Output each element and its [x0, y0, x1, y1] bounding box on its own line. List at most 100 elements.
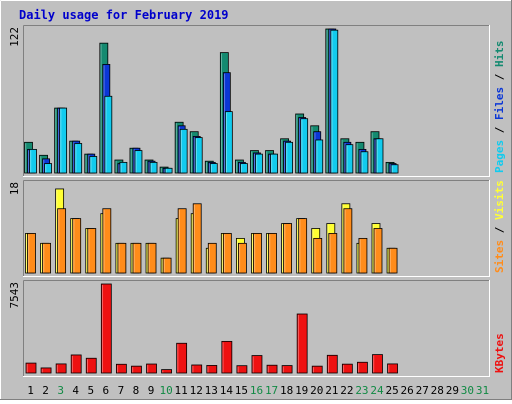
bar-pages-day-11 — [179, 128, 188, 174]
bar-kbytes-day-14 — [221, 340, 233, 374]
bar-pages-day-14 — [224, 111, 233, 174]
bar-kbytes-day-22 — [341, 363, 353, 374]
bar-pages-day-25 — [390, 164, 399, 174]
bar-sites-day-24 — [373, 228, 383, 274]
bar-sites-day-16 — [253, 233, 262, 274]
bar-sites-day-10 — [162, 257, 172, 274]
bar-sites-day-3 — [57, 208, 67, 274]
bar-sites-day-22 — [343, 208, 353, 274]
x-tick-day-6: 6 — [103, 384, 110, 397]
bar-sites-day-7 — [117, 242, 127, 274]
bar-kbytes-day-18 — [281, 365, 293, 374]
y-axis-label: Sites / Visits — [493, 180, 506, 273]
bar-pages-day-9 — [149, 161, 158, 174]
series-kbytes — [25, 283, 398, 374]
bar-pages-day-22 — [345, 144, 354, 174]
bar-sites-day-20 — [313, 237, 323, 274]
bar-pages-day-19 — [300, 118, 309, 174]
bar-kbytes-day-24 — [372, 354, 383, 374]
bar-kbytes-day-7 — [115, 363, 127, 374]
bar-pages-day-20 — [315, 139, 324, 174]
x-tick-day-11: 11 — [175, 384, 188, 397]
bar-kbytes-day-1 — [25, 362, 37, 374]
panel-visits-sites: 18 Sites / Visits — [8, 180, 506, 277]
legend-entry-hits: Hits — [493, 41, 506, 68]
x-tick-day-21: 21 — [325, 384, 338, 397]
bar-sites-day-11 — [177, 208, 187, 274]
x-tick-day-22: 22 — [340, 384, 353, 397]
x-tick-day-10: 10 — [159, 384, 172, 397]
bar-kbytes-day-8 — [131, 365, 142, 374]
legend-entry-pages: Pages — [493, 140, 506, 173]
bar-pages-day-6 — [104, 95, 113, 174]
bar-sites-day-23 — [358, 237, 368, 274]
bar-sites-day-17 — [268, 233, 277, 274]
x-tick-day-4: 4 — [72, 384, 79, 397]
bar-kbytes-day-5 — [85, 357, 97, 374]
x-tick-day-2: 2 — [42, 384, 49, 397]
bar-pages-day-7 — [119, 161, 128, 174]
bar-pages-day-18 — [285, 141, 293, 174]
x-tick-day-19: 19 — [295, 384, 308, 397]
chart-title: Daily usage for February 2019 — [19, 8, 229, 22]
x-tick-day-30: 30 — [461, 384, 474, 397]
bar-pages-day-16 — [255, 153, 263, 174]
y-axis-label: KBytes — [493, 333, 506, 373]
x-tick-day-14: 14 — [220, 384, 234, 397]
bar-kbytes-day-23 — [357, 361, 368, 374]
x-tick-day-18: 18 — [280, 384, 293, 397]
x-tick-day-26: 26 — [401, 384, 414, 397]
y-max-label: 122 — [8, 27, 21, 47]
x-tick-day-15: 15 — [235, 384, 248, 397]
bar-pages-day-13 — [209, 163, 218, 174]
bar-sites-day-12 — [192, 203, 202, 274]
bar-kbytes-day-19 — [296, 313, 308, 374]
bar-pages-day-4 — [74, 143, 83, 174]
bar-sites-day-8 — [132, 242, 142, 274]
bar-sites-day-2 — [42, 242, 51, 274]
x-axis: 1 2 3 4 5 6 7 8 9 10 11 12 13 14 15 16 17 18 19 20 21 22 23 24 2… — [27, 384, 489, 397]
x-tick-day-20: 20 — [310, 384, 323, 397]
legend-entry-visits: Visits — [493, 180, 506, 220]
x-tick-day-12: 12 — [190, 384, 203, 397]
bar-pages-day-5 — [89, 156, 98, 174]
legend-separator: / — [493, 220, 506, 240]
bar-pages-day-3 — [59, 107, 68, 174]
legend-entry-files: Files — [493, 87, 506, 120]
bar-kbytes-day-17 — [266, 364, 278, 374]
x-tick-day-27: 27 — [416, 384, 429, 397]
bar-kbytes-day-13 — [206, 365, 218, 374]
bar-kbytes-day-3 — [55, 363, 67, 374]
bar-kbytes-day-6 — [100, 283, 112, 374]
bar-pages-day-23 — [360, 151, 369, 174]
bar-kbytes-day-16 — [251, 355, 263, 374]
bar-kbytes-day-25 — [387, 363, 398, 374]
bar-kbytes-day-20 — [311, 365, 323, 374]
x-tick-day-5: 5 — [87, 384, 94, 397]
legend-entry-sites: Sites — [493, 240, 506, 273]
x-tick-day-31: 31 — [476, 384, 489, 397]
x-tick-day-24: 24 — [370, 384, 384, 397]
bar-kbytes-day-4 — [70, 354, 82, 374]
bar-pages-day-10 — [164, 167, 173, 174]
bar-kbytes-day-21 — [326, 354, 338, 374]
bar-sites-day-13 — [207, 242, 217, 274]
series-sites — [27, 203, 398, 274]
x-tick-day-28: 28 — [431, 384, 444, 397]
bar-sites-day-6 — [102, 208, 112, 274]
x-tick-day-29: 29 — [446, 384, 459, 397]
bar-pages-day-2 — [44, 163, 52, 174]
x-tick-day-8: 8 — [133, 384, 140, 397]
panel-kbytes: 7543 KBytes — [8, 280, 506, 377]
legend-separator: / — [493, 67, 506, 87]
bar-pages-day-12 — [194, 137, 203, 174]
bar-sites-day-18 — [283, 223, 292, 274]
bar-pages-day-8 — [134, 150, 143, 174]
bar-kbytes-day-10 — [161, 369, 172, 374]
bar-kbytes-day-11 — [176, 342, 188, 374]
x-tick-day-9: 9 — [148, 384, 155, 397]
bar-sites-day-9 — [147, 242, 157, 274]
legend-entry-kbytes: KBytes — [493, 333, 506, 373]
bar-sites-day-4 — [72, 218, 82, 274]
